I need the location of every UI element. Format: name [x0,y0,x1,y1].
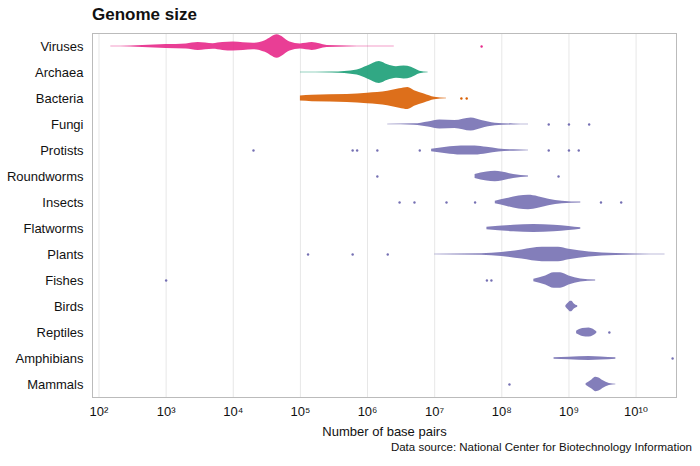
svg-text:10⁸: 10⁸ [492,404,512,419]
svg-text:Flatworms: Flatworms [24,221,84,236]
html-text:Genome size: Genome size [92,5,197,24]
svg-text:Plants: Plants [47,247,84,262]
svg-text:10⁶: 10⁶ [358,404,378,419]
svg-text:10¹⁰: 10¹⁰ [624,404,648,419]
svg-text:Reptiles: Reptiles [37,325,84,340]
svg-text:10⁵: 10⁵ [290,404,310,419]
svg-text:Birds: Birds [54,299,84,314]
svg-text:Fishes: Fishes [45,273,84,288]
svg-text:Roundworms: Roundworms [7,169,84,184]
svg-text:Bacteria: Bacteria [36,91,84,106]
svg-text:Insects: Insects [42,195,84,210]
svg-text:10²: 10² [90,404,109,419]
svg-text:Protists: Protists [40,143,84,158]
svg-text:10³: 10³ [157,404,176,419]
svg-text:10⁹: 10⁹ [559,404,579,419]
svg-text:Viruses: Viruses [40,39,84,54]
svg-text:Amphibians: Amphibians [16,351,84,366]
svg-text:10⁴: 10⁴ [223,404,243,419]
svg-text:Fungi: Fungi [51,117,84,132]
svg-text:Number of base pairs: Number of base pairs [322,424,447,439]
svg-text:Mammals: Mammals [27,377,84,392]
svg-text:Archaea: Archaea [35,65,84,80]
html-text:Data source: National Center f: Data source: National Center for Biotech… [390,441,692,453]
svg-text:10⁷: 10⁷ [425,404,444,419]
